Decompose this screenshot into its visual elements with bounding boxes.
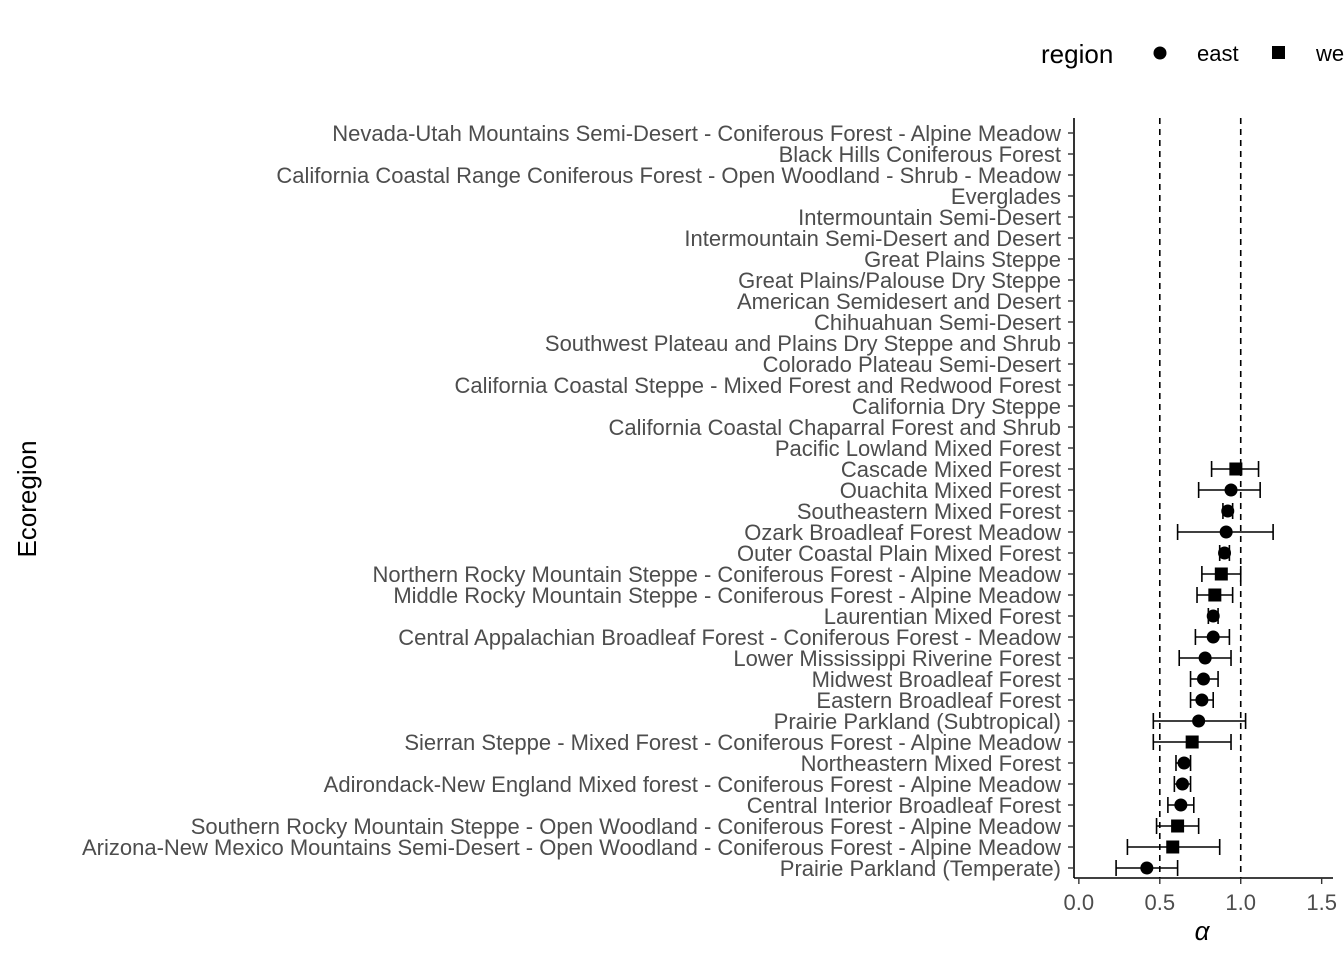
point-east-adirondack-new-england-mixed-forest-coniferous-forest-alpine-meadow: [1175, 777, 1189, 791]
error-bars: [1115, 461, 1274, 876]
y-tick-label: Great Plains Steppe: [864, 247, 1061, 272]
y-axis-ticks: Nevada-Utah Mountains Semi-Desert - Coni…: [82, 121, 1074, 881]
y-tick-label: Arizona-New Mexico Mountains Semi-Desert…: [82, 835, 1061, 860]
y-tick-label: Pacific Lowland Mixed Forest: [775, 436, 1061, 461]
point-east-outer-coastal-plain-mixed-forest: [1218, 546, 1232, 560]
point-east-ozark-broadleaf-forest-meadow: [1219, 525, 1233, 539]
legend-title: region: [1041, 39, 1113, 69]
y-tick-label: Outer Coastal Plain Mixed Forest: [737, 541, 1061, 566]
point-west-cascade-mixed-forest: [1229, 462, 1243, 476]
x-axis-title: α: [1195, 916, 1211, 946]
y-tick-label: Central Appalachian Broadleaf Forest - C…: [398, 625, 1061, 650]
point-east-ouachita-mixed-forest: [1224, 483, 1238, 497]
y-tick-label: Ouachita Mixed Forest: [840, 478, 1061, 503]
y-tick-label: Black Hills Coniferous Forest: [779, 142, 1061, 167]
y-tick-label: Southeastern Mixed Forest: [797, 499, 1061, 524]
y-tick-label: Sierran Steppe - Mixed Forest - Conifero…: [404, 730, 1061, 755]
y-tick-label: Everglades: [951, 184, 1061, 209]
y-tick-label: Intermountain Semi-Desert: [798, 205, 1061, 230]
y-tick-label: Northern Rocky Mountain Steppe - Conifer…: [373, 562, 1062, 587]
y-tick-label: Eastern Broadleaf Forest: [816, 688, 1061, 713]
y-tick-label: Southern Rocky Mountain Steppe - Open Wo…: [191, 814, 1061, 839]
y-tick-label: Laurentian Mixed Forest: [824, 604, 1061, 629]
y-tick-label: Intermountain Semi-Desert and Desert: [684, 226, 1061, 251]
y-tick-label: Prairie Parkland (Subtropical): [774, 709, 1061, 734]
point-west-middle-rocky-mountain-steppe-coniferous-forest-alpine-meadow: [1208, 588, 1222, 602]
y-tick-label: Southwest Plateau and Plains Dry Steppe …: [545, 331, 1061, 356]
y-tick-label: Prairie Parkland (Temperate): [780, 856, 1061, 881]
y-tick-label: American Semidesert and Desert: [737, 289, 1061, 314]
legend-west-key: [1272, 46, 1285, 59]
y-tick-label: California Coastal Chaparral Forest and …: [609, 415, 1061, 440]
y-tick-label: Colorado Plateau Semi-Desert: [763, 352, 1061, 377]
y-tick-label: Northeastern Mixed Forest: [801, 751, 1061, 776]
x-tick-label: 0.0: [1064, 890, 1095, 915]
point-west-northern-rocky-mountain-steppe-coniferous-forest-alpine-meadow: [1214, 567, 1228, 581]
x-tick-label: 1.0: [1225, 890, 1256, 915]
point-east-central-appalachian-broadleaf-forest-coniferous-forest-meadow: [1206, 630, 1220, 644]
reference-lines: [1158, 118, 1242, 878]
point-east-southeastern-mixed-forest: [1221, 504, 1235, 518]
point-east-eastern-broadleaf-forest: [1195, 693, 1209, 707]
point-east-central-interior-broadleaf-forest: [1174, 798, 1188, 812]
point-east-laurentian-mixed-forest: [1206, 609, 1220, 623]
y-tick-label: Central Interior Broadleaf Forest: [747, 793, 1061, 818]
point-east-northeastern-mixed-forest: [1177, 756, 1191, 770]
legend-east-label: east: [1197, 41, 1239, 66]
point-east-prairie-parkland-temperate: [1140, 861, 1154, 875]
y-tick-label: Midwest Broadleaf Forest: [812, 667, 1061, 692]
y-tick-label: Lower Mississippi Riverine Forest: [733, 646, 1061, 671]
legend-west-label: west: [1315, 41, 1344, 66]
legend-east-key: [1153, 46, 1167, 60]
point-east-lower-mississippi-riverine-forest: [1198, 651, 1212, 665]
axes: [1073, 118, 1333, 879]
x-axis-ticks: 0.0 0.5 1.0 1.5: [1064, 878, 1337, 915]
point-east-prairie-parkland-subtropical: [1192, 714, 1206, 728]
y-tick-label: Great Plains/Palouse Dry Steppe: [738, 268, 1061, 293]
point-west-arizona-new-mexico-mountains-semi-desert-open-woodland-coniferous-forest-alpine-meadow: [1166, 840, 1180, 854]
y-tick-label: California Coastal Range Coniferous Fore…: [276, 163, 1061, 188]
y-tick-label: Nevada-Utah Mountains Semi-Desert - Coni…: [332, 121, 1061, 146]
y-axis-title: Ecoregion: [12, 440, 42, 557]
legend: region east west: [1041, 39, 1344, 69]
y-tick-label: California Dry Steppe: [852, 394, 1061, 419]
point-west-southern-rocky-mountain-steppe-open-woodland-coniferous-forest-alpine-meadow: [1171, 819, 1185, 833]
y-tick-label: Middle Rocky Mountain Steppe - Coniferou…: [393, 583, 1061, 608]
point-east-midwest-broadleaf-forest: [1197, 672, 1210, 686]
y-tick-label: Ozark Broadleaf Forest Meadow: [744, 520, 1061, 545]
x-tick-label: 1.5: [1306, 890, 1337, 915]
y-tick-label: Cascade Mixed Forest: [841, 457, 1061, 482]
data-points: [1140, 462, 1243, 875]
y-tick-label: Adirondack-New England Mixed forest - Co…: [324, 772, 1061, 797]
x-tick-label: 0.5: [1144, 890, 1175, 915]
y-tick-label: California Coastal Steppe - Mixed Forest…: [454, 373, 1061, 398]
point-west-sierran-steppe-mixed-forest-coniferous-forest-alpine-meadow: [1185, 735, 1199, 749]
y-tick-label: Chihuahuan Semi-Desert: [814, 310, 1061, 335]
